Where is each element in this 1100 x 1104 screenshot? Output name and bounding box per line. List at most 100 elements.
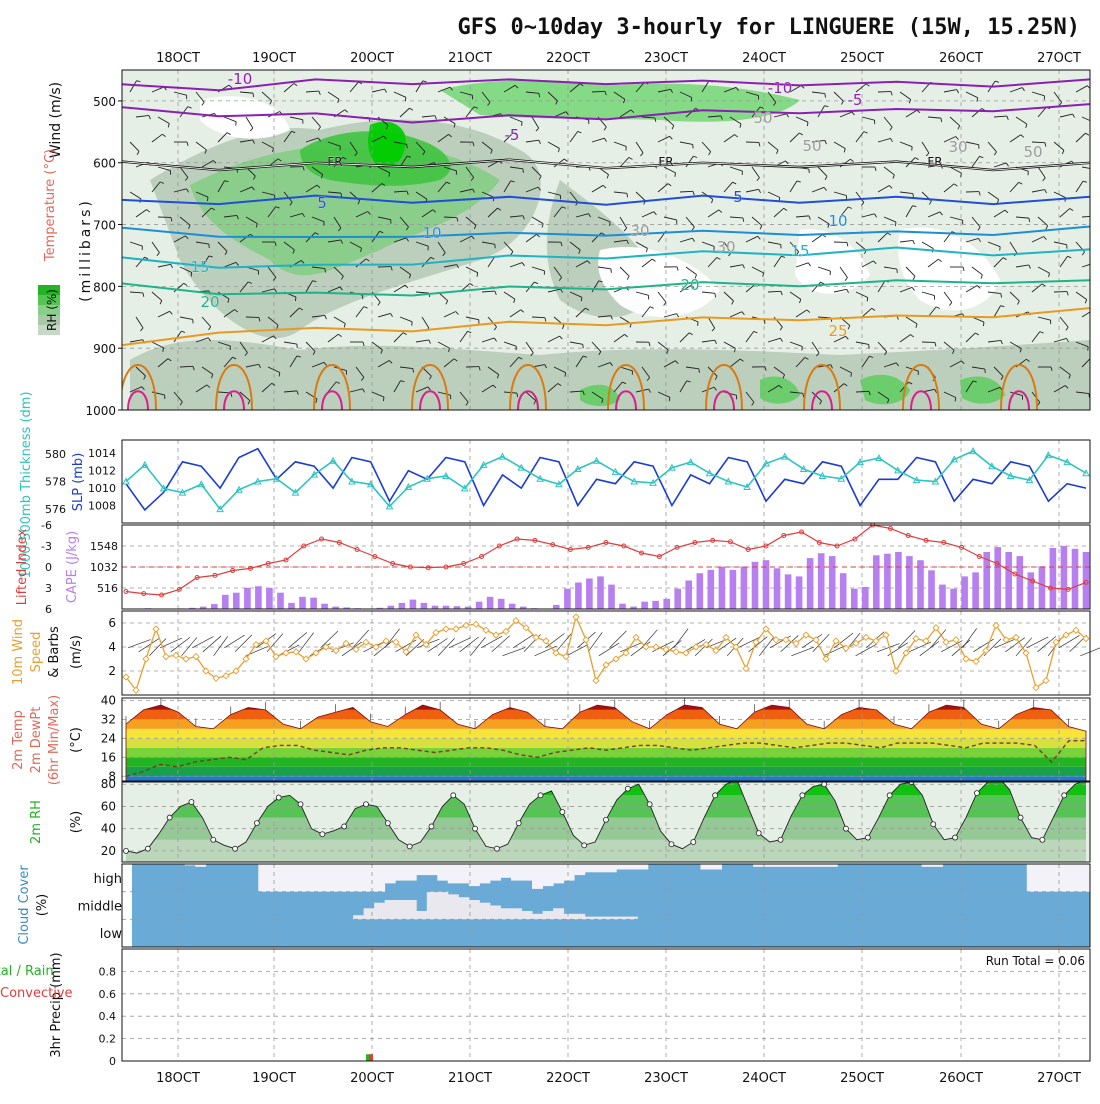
cloud-high-bar <box>511 864 522 881</box>
cloud-high-bar <box>574 864 585 875</box>
cloud-high-bar <box>343 864 354 892</box>
cape-bar <box>498 599 505 609</box>
y-tick-rh: 20 <box>101 844 116 858</box>
wind10m-barb <box>610 631 627 648</box>
cloud-high-bar <box>564 864 575 881</box>
x-tick-bottom-26OCT: 26OCT <box>939 1071 983 1086</box>
precip-convective-bar <box>369 1054 373 1061</box>
cape-bar <box>1072 549 1079 609</box>
wind-barb-flag <box>1001 294 1002 298</box>
rh-marker <box>625 786 630 791</box>
wind-speed-marker <box>443 626 449 632</box>
x-tick-bottom-18OCT: 18OCT <box>156 1071 200 1086</box>
series-line-thickness <box>126 451 1086 509</box>
wind-barb-flag <box>581 297 582 301</box>
wind-speed-marker <box>853 640 859 646</box>
y-tick-slp: 1012 <box>88 465 116 478</box>
cape-bar <box>586 579 593 610</box>
cloud-high-bar <box>279 864 290 892</box>
cape-bar <box>211 604 218 609</box>
rh-marker <box>145 846 150 851</box>
cloud-mid-bar <box>522 911 533 919</box>
wind-speed-marker <box>163 654 169 660</box>
y-tick-wind: 6 <box>108 616 116 630</box>
wind10m-barb <box>856 644 877 656</box>
temp-band <box>122 757 1090 766</box>
y-tick-cloud-high: high <box>94 872 122 887</box>
rh-marker <box>516 821 521 826</box>
isotherm-label: 10 <box>422 224 441 242</box>
isotherm-label: -10 <box>228 70 253 88</box>
wind-speed-marker <box>153 626 159 632</box>
cloud-high-bar <box>479 864 490 883</box>
wind10m-barb <box>1027 637 1048 648</box>
temp-plot <box>122 697 1090 781</box>
cloud-high-bar <box>501 864 512 878</box>
precip-legend-total: Total / Rain <box>0 964 54 979</box>
cloud-mid-bar <box>406 900 417 919</box>
wind10m-barb <box>492 636 510 652</box>
y-tick-wind: 2 <box>108 664 116 678</box>
cloud-high-bar <box>469 864 480 886</box>
cape-bar <box>564 589 571 609</box>
y-axis-label-cloud-units: (%) <box>35 894 50 917</box>
chart-title: GFS 0~10day 3-hourly for LINGUERE (15W, … <box>457 15 1080 40</box>
cape-bar <box>818 553 825 609</box>
rh-marker <box>189 800 194 805</box>
cape-bar <box>277 593 284 609</box>
isotherm-label: -5 <box>505 126 520 144</box>
y-tick-cloud-low: low <box>100 927 123 942</box>
wind-barb-flag <box>669 397 670 401</box>
rh-marker <box>713 793 718 798</box>
cape-bar <box>950 589 957 609</box>
wind-barb-flag <box>1094 263 1096 266</box>
y-tick-temp: 40 <box>101 693 116 707</box>
rh-marker <box>429 824 434 829</box>
wind-barb-flag <box>1089 394 1090 398</box>
cloud-mid-bar <box>458 897 469 919</box>
rh-marker <box>233 846 238 851</box>
isotherm-label: -10 <box>768 79 793 97</box>
cloud-high-bar <box>637 864 648 870</box>
wind-speed-marker <box>953 637 959 643</box>
wind-barb-flag <box>1095 216 1096 220</box>
cloud-high-bar <box>269 864 280 892</box>
isotherm-label: 30 <box>716 238 735 256</box>
rh-plot <box>122 775 1090 862</box>
li-line <box>126 525 1086 595</box>
cape-bar <box>674 589 681 609</box>
wind10m-barb <box>267 634 283 652</box>
cloud-mid-bar <box>416 911 427 919</box>
cloud-mid-bar <box>385 900 396 919</box>
cape-bar <box>708 570 715 609</box>
y-tick-precip: 0.6 <box>99 988 117 1001</box>
cloud-mid-bar <box>374 903 385 920</box>
cloud-high-bar <box>1058 864 1069 892</box>
wind10m-barb <box>791 647 813 656</box>
cape-bar <box>608 585 615 609</box>
cloud-mid-bar <box>437 892 448 920</box>
y-axis-label-slp: SLP (mb) <box>71 453 86 512</box>
cloud-high-bar <box>395 864 406 881</box>
wind-speed-line <box>126 617 1086 690</box>
y-tick-cape: 1548 <box>90 540 118 553</box>
wind10m-barb <box>481 636 502 648</box>
wind10m-barb <box>513 635 533 648</box>
wind-speed-marker <box>143 656 149 662</box>
isotherm-label: 20 <box>680 276 699 294</box>
cape-bar <box>663 599 670 609</box>
wind-speed-marker <box>693 644 699 650</box>
cloud-high-bar <box>522 864 533 881</box>
cape-bar <box>884 554 891 609</box>
wind10m-barb <box>963 628 977 647</box>
y-axis-label-wind10m: 10m Wind <box>11 619 26 685</box>
wind-speed-marker <box>963 656 969 662</box>
cloud-mid-bar <box>574 914 585 920</box>
wind-speed-marker <box>613 656 619 662</box>
wind-barb-flag <box>699 369 700 373</box>
rh-legend-label: RH (%) <box>45 289 59 331</box>
wind-speed-marker <box>683 650 689 656</box>
cape-bar <box>752 562 759 609</box>
y-tick-precip: 0.4 <box>99 1010 117 1023</box>
cape-bar <box>862 587 869 609</box>
